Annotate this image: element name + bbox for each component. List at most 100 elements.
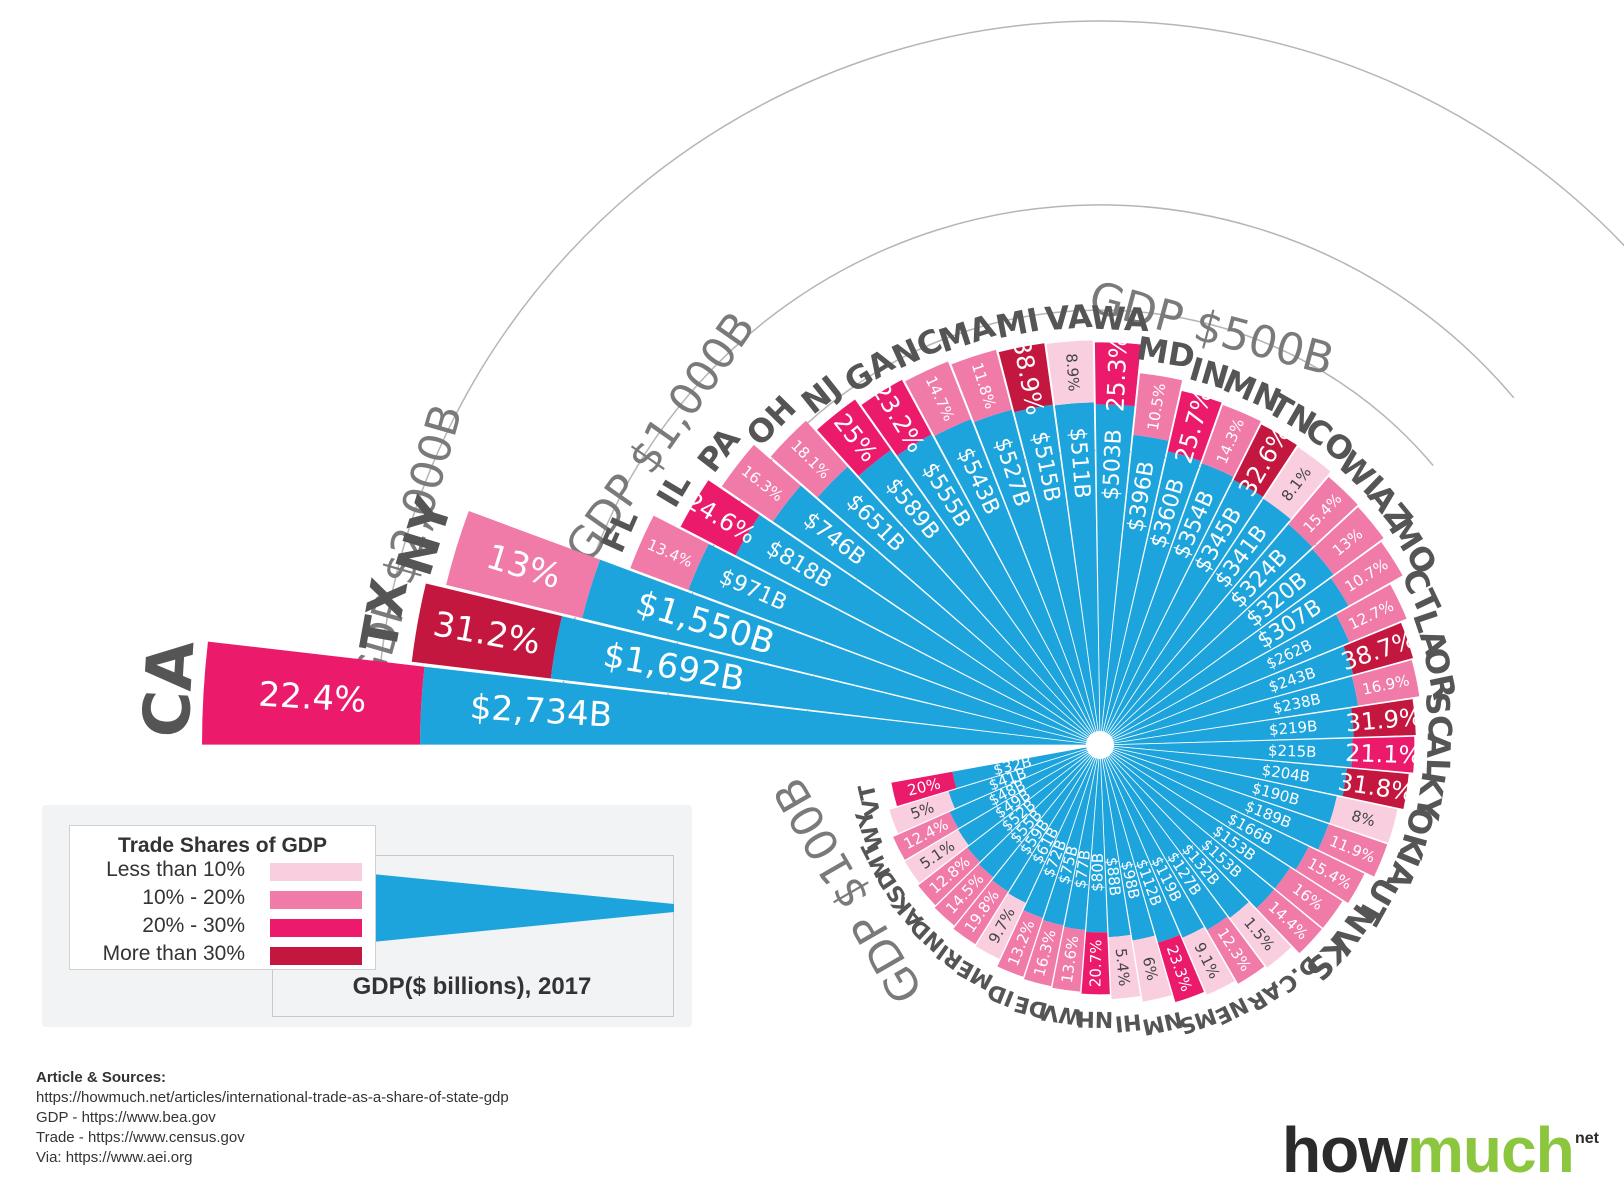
- gdp-bar-sd: [958, 745, 1100, 846]
- gdp-bar-ga: [896, 434, 1100, 745]
- gdp-bar-ri: [992, 745, 1100, 892]
- gdp-bar-mi: [1013, 404, 1100, 745]
- trade-bar-in: [1167, 390, 1222, 462]
- state-label-nh: NH: [1076, 1005, 1113, 1031]
- sector-divider-ne: [1099, 744, 1236, 981]
- trade-bar-me: [975, 893, 1026, 960]
- sector-divider-va: [1045, 343, 1101, 746]
- legend-key-box: Trade Shares of GDP Less than 10% 10% - …: [69, 825, 376, 970]
- sector-divider-hi: [1099, 744, 1142, 997]
- gdp-bar-wy: [948, 745, 1100, 809]
- source-trade-link[interactable]: Trade - https://www.census.gov: [36, 1129, 245, 1146]
- source-via-link[interactable]: Via: https://www.aei.org: [36, 1149, 193, 1166]
- gdp-bar-ks: [1100, 745, 1275, 909]
- trade-bar-wi: [1288, 476, 1358, 548]
- legend-swatch-2: [270, 891, 362, 909]
- gdp-bar-il: [735, 514, 1100, 745]
- gdp-bar-az: [1100, 548, 1334, 745]
- trade-bar-ky: [1342, 767, 1409, 809]
- sector-divider-wi: [1099, 476, 1329, 746]
- trade-bar-or: [1351, 659, 1420, 706]
- legend-label-4: More than 30%: [102, 942, 245, 965]
- trade-label-nh: 20.7%: [1086, 939, 1105, 987]
- trade-bar-nv: [1274, 867, 1343, 928]
- trade-label-nm: 6%: [1139, 955, 1162, 982]
- gdp-bar-fl: [688, 543, 1100, 745]
- trade-bar-nh: [1081, 931, 1111, 995]
- ring-gdp2000b: [378, 20, 1624, 682]
- gdp-bar-wa: [1095, 404, 1135, 745]
- sector-divider-ak: [935, 744, 1101, 906]
- state-label-tx: TX: [349, 574, 419, 656]
- trade-bar-az: [1312, 506, 1384, 575]
- trade-bar-ne: [1182, 926, 1236, 995]
- trade-bar-fl: [630, 515, 709, 591]
- trade-bar-nm: [1132, 935, 1173, 1002]
- sector-divider-dc: [1099, 744, 1292, 948]
- sector-divider-de: [1051, 744, 1101, 987]
- gdp-bar-oh: [817, 466, 1100, 745]
- trade-bar-sd: [904, 829, 969, 884]
- sector-divider-wy: [897, 744, 1101, 835]
- gdp-bar-dc: [1100, 745, 1249, 918]
- gdp-bar-ca: [420, 666, 1100, 745]
- trade-label-sc: 31.9%: [1345, 703, 1423, 738]
- sector-divider-ks: [1099, 744, 1323, 930]
- trade-bar-nd: [934, 864, 994, 926]
- gdp-bar-in: [1100, 451, 1201, 745]
- sector-divider-nh: [1099, 744, 1111, 995]
- gdp-bar-ia: [1100, 745, 1329, 850]
- gdp-bar-ma: [973, 409, 1100, 745]
- center-hub: [1086, 731, 1114, 759]
- trade-bar-de: [1023, 920, 1064, 987]
- source-gdp-link[interactable]: GDP - https://www.bea.gov: [36, 1109, 216, 1126]
- sector-divider-fl: [630, 568, 1101, 746]
- sector-divider-me: [999, 744, 1101, 960]
- legend-gdp-wedge: [362, 873, 674, 943]
- trade-bar-al: [1351, 736, 1415, 773]
- sector-divider-ri: [975, 744, 1101, 945]
- state-label-nm: NM: [1140, 1006, 1185, 1039]
- gdp-label-hi: $88B: [1102, 856, 1124, 897]
- trade-bar-vt: [891, 771, 957, 807]
- trade-bar-mt: [893, 811, 959, 861]
- trade-bar-id: [997, 910, 1044, 977]
- sector-divider-ct: [1099, 583, 1391, 746]
- legend-swatch-4: [270, 947, 362, 965]
- sector-divider-pa: [721, 486, 1101, 746]
- state-label-de: DE: [1012, 990, 1051, 1023]
- sector-divider-nm: [1099, 744, 1173, 996]
- trade-label-al: 21.1%: [1345, 739, 1422, 769]
- sector-divider-ny: [445, 584, 1101, 746]
- trade-label-ca: 22.4%: [257, 675, 367, 721]
- trade-label-hi: 5.4%: [1112, 947, 1134, 987]
- trade-bar-wa: [1094, 342, 1141, 407]
- gdp-bar-mn: [1100, 463, 1234, 745]
- trade-bar-tx: [411, 583, 563, 679]
- gdp-label-al: $215B: [1268, 741, 1317, 761]
- sector-divider-nj: [816, 429, 1101, 746]
- sources-block: Article & Sources: https://howmuch.net/a…: [36, 1068, 509, 1168]
- gdp-bar-la: [1100, 645, 1354, 745]
- howmuch-logo[interactable]: howmuch: [1282, 1118, 1575, 1182]
- state-label-wv: WV: [1040, 999, 1084, 1029]
- trade-bar-nj: [816, 399, 891, 477]
- state-label-md: MD: [1134, 329, 1198, 376]
- trade-bar-dc: [1229, 901, 1292, 968]
- gdp-bar-md: [1100, 434, 1169, 745]
- trade-label-wa: 25.3%: [1101, 335, 1132, 412]
- trade-bar-ca: [202, 641, 425, 745]
- gdp-bar-or: [1100, 676, 1359, 745]
- source-article-link[interactable]: https://howmuch.net/articles/internation…: [36, 1089, 509, 1106]
- state-label-wa: WA: [1090, 299, 1151, 340]
- legend-swatch-3: [270, 919, 362, 937]
- trade-bar-md: [1133, 373, 1183, 441]
- trade-bar-ak: [918, 847, 981, 906]
- sources-heading: Article & Sources:: [36, 1069, 167, 1086]
- legend-swatch-1: [270, 863, 362, 881]
- gdp-label-va: $511B: [1064, 427, 1094, 500]
- trade-bar-ok: [1329, 796, 1398, 843]
- trade-bar-ga: [861, 379, 932, 456]
- sector-divider-mi: [997, 352, 1101, 746]
